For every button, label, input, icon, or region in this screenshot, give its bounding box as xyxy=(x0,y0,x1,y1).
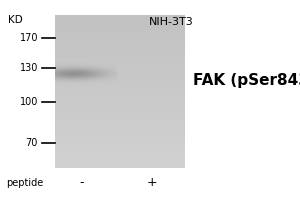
Text: 170: 170 xyxy=(20,33,38,43)
Text: 70: 70 xyxy=(26,138,38,148)
Text: 130: 130 xyxy=(20,63,38,73)
Text: KD: KD xyxy=(8,15,23,25)
Text: peptide: peptide xyxy=(6,178,43,188)
Text: -: - xyxy=(80,176,84,190)
Text: FAK (pSer843): FAK (pSer843) xyxy=(193,72,300,88)
Text: +: + xyxy=(147,176,157,190)
Text: NIH-3T3: NIH-3T3 xyxy=(148,17,194,27)
Text: 100: 100 xyxy=(20,97,38,107)
